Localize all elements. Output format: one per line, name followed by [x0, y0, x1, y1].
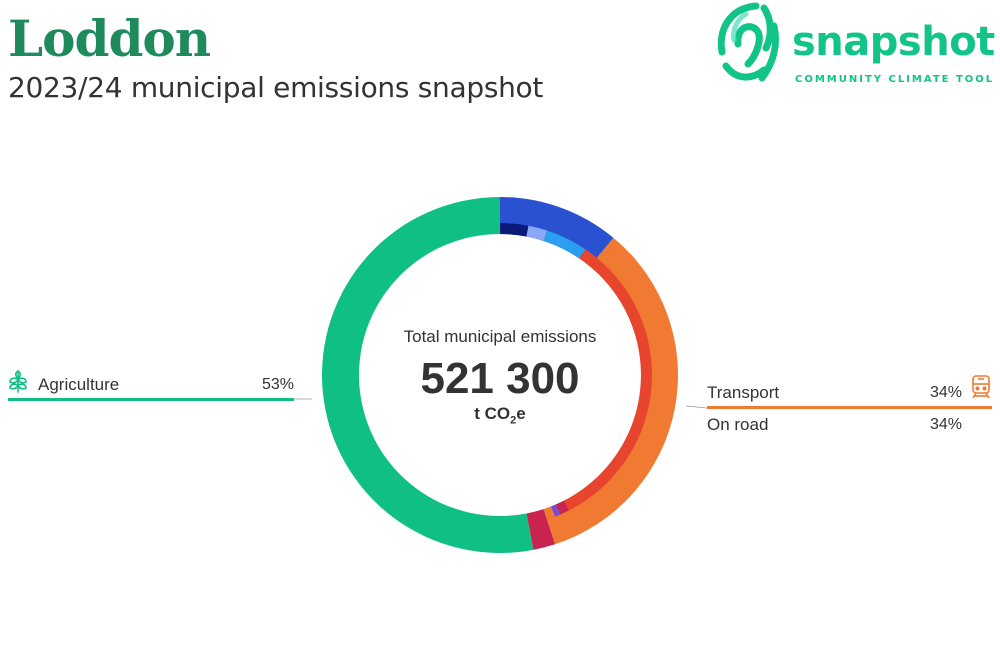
outer-segment-2[interactable] — [526, 509, 556, 550]
outer-segment-0[interactable] — [500, 197, 614, 267]
unit-main: t CO — [474, 404, 511, 423]
wheat-icon — [9, 370, 27, 393]
transport-underline — [707, 406, 992, 409]
logo-tagline: COMMUNITY CLIMATE TOOL — [795, 74, 995, 85]
fingerprint-icon — [717, 2, 779, 82]
inner-segment-3[interactable] — [564, 249, 652, 511]
inner-segment-1[interactable] — [526, 225, 547, 241]
agriculture-pct: 53% — [261, 376, 294, 393]
transport-pct: 34% — [929, 384, 962, 401]
outer-segment-3[interactable] — [322, 197, 534, 553]
inner-segment-4[interactable] — [555, 500, 570, 515]
center-value: 521 300 — [420, 354, 580, 403]
outer-segment-1[interactable] — [543, 237, 679, 545]
logo-wordmark: snapshot — [792, 19, 995, 65]
transport-leader-line — [685, 405, 708, 409]
inner-segment-2[interactable] — [543, 230, 586, 259]
center-unit: t CO2e — [370, 404, 630, 426]
snapshot-logo: snapshot COMMUNITY CLIMATE TOOL — [712, 0, 1000, 90]
transport-label: Transport — [707, 383, 780, 402]
unit-tail: e — [516, 404, 526, 423]
transport-subsector-label: On road — [707, 415, 769, 434]
page-title: Loddon — [8, 9, 211, 68]
unit-sub: 2 — [510, 414, 517, 427]
inner-segment-0[interactable] — [500, 223, 529, 237]
transport-subsector-pct: 34% — [929, 416, 962, 433]
center-label: Total municipal emissions — [403, 327, 597, 346]
inner-segment-5[interactable] — [551, 504, 561, 517]
agriculture-label: Agriculture — [38, 375, 120, 394]
agriculture-underline — [8, 398, 294, 401]
train-icon — [972, 375, 990, 399]
page-subtitle: 2023/24 municipal emissions snapshot — [8, 71, 544, 104]
